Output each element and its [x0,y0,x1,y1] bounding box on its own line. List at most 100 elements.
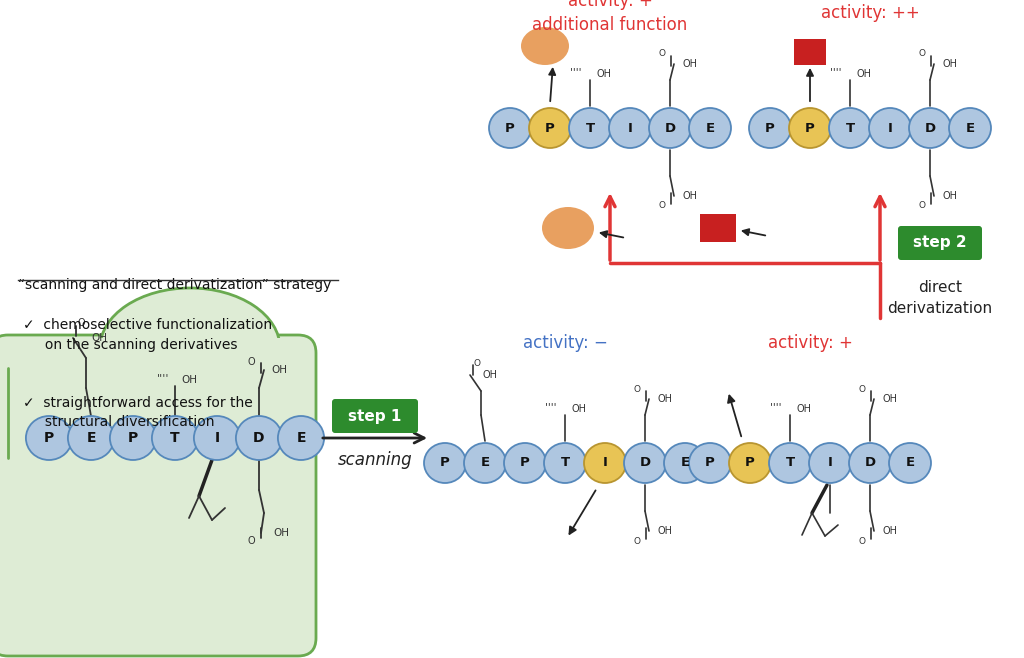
Text: O: O [473,359,480,368]
Text: O: O [858,536,865,545]
Ellipse shape [278,416,325,460]
Text: D: D [925,122,936,134]
Text: P: P [745,457,755,470]
Text: '''': '''' [545,402,557,412]
Text: O: O [919,49,926,59]
Text: P: P [44,431,54,445]
Text: O: O [634,384,640,393]
Text: activity: +
additional function: activity: + additional function [532,0,688,34]
Text: O: O [77,318,85,328]
Text: step 1: step 1 [348,409,401,424]
Text: T: T [846,122,855,134]
Text: I: I [602,457,607,470]
Text: OH: OH [91,333,106,343]
Text: O: O [858,384,865,393]
Ellipse shape [489,108,531,148]
FancyBboxPatch shape [794,39,826,65]
Text: E: E [480,457,489,470]
Ellipse shape [729,443,771,483]
Text: O: O [919,201,926,211]
Ellipse shape [236,416,282,460]
Text: activity: ++: activity: ++ [820,4,920,22]
Text: E: E [905,457,914,470]
Text: OH: OH [271,365,287,375]
Text: T: T [785,457,795,470]
Text: OH: OH [942,59,957,69]
Text: O: O [247,357,255,367]
Ellipse shape [624,443,666,483]
Text: I: I [888,122,893,134]
Ellipse shape [110,416,156,460]
Ellipse shape [949,108,991,148]
Ellipse shape [544,443,586,483]
Ellipse shape [689,443,731,483]
Text: T: T [560,457,569,470]
Text: D: D [253,431,265,445]
Text: O: O [658,201,666,211]
Text: P: P [128,431,138,445]
Text: I: I [827,457,833,470]
FancyBboxPatch shape [332,399,418,433]
FancyBboxPatch shape [0,335,316,656]
Ellipse shape [909,108,951,148]
Text: OH: OH [883,394,897,404]
Text: '''': '''' [157,373,169,383]
Ellipse shape [769,443,811,483]
Ellipse shape [664,443,706,483]
Ellipse shape [100,288,280,408]
Ellipse shape [194,416,240,460]
Ellipse shape [424,443,466,483]
Text: P: P [520,457,529,470]
Ellipse shape [809,443,851,483]
Text: P: P [805,122,815,134]
Text: E: E [86,431,96,445]
Text: OH: OH [597,69,611,79]
Ellipse shape [869,108,911,148]
Text: activity: +: activity: + [768,334,852,352]
Text: T: T [170,431,180,445]
Ellipse shape [849,443,891,483]
Text: E: E [706,122,715,134]
Text: P: P [505,122,515,134]
Text: O: O [634,536,640,545]
Text: OH: OH [797,404,811,414]
Ellipse shape [609,108,651,148]
Ellipse shape [649,108,691,148]
Ellipse shape [569,108,611,148]
Text: activity: −: activity: − [522,334,607,352]
Ellipse shape [521,27,569,65]
Text: E: E [296,431,306,445]
Text: '''': '''' [830,67,842,77]
Text: D: D [665,122,676,134]
Ellipse shape [504,443,546,483]
Text: ✓  chemoselective functionalization
     on the scanning derivatives: ✓ chemoselective functionalization on th… [23,318,272,351]
Text: D: D [864,457,876,470]
Ellipse shape [26,416,72,460]
Text: P: P [440,457,450,470]
FancyBboxPatch shape [80,338,300,418]
Text: '''': '''' [770,402,781,412]
Ellipse shape [689,108,731,148]
Text: OH: OH [856,69,871,79]
Ellipse shape [749,108,791,148]
Text: step 2: step 2 [913,236,967,251]
Text: P: P [765,122,775,134]
Text: P: P [545,122,555,134]
Ellipse shape [464,443,506,483]
Text: O: O [247,536,255,546]
Text: I: I [214,431,219,445]
Ellipse shape [542,207,594,249]
Text: OH: OH [482,370,498,380]
Ellipse shape [152,416,198,460]
Text: OH: OH [657,394,673,404]
Text: OH: OH [657,526,673,536]
Text: T: T [586,122,595,134]
Text: ✓  straightforward access for the
     structural diversification: ✓ straightforward access for the structu… [23,396,253,430]
Text: '''': '''' [570,67,582,77]
Text: E: E [966,122,975,134]
Ellipse shape [68,416,114,460]
Text: scanning: scanning [338,451,413,469]
Ellipse shape [529,108,571,148]
FancyBboxPatch shape [700,214,736,242]
Text: OH: OH [683,191,697,201]
